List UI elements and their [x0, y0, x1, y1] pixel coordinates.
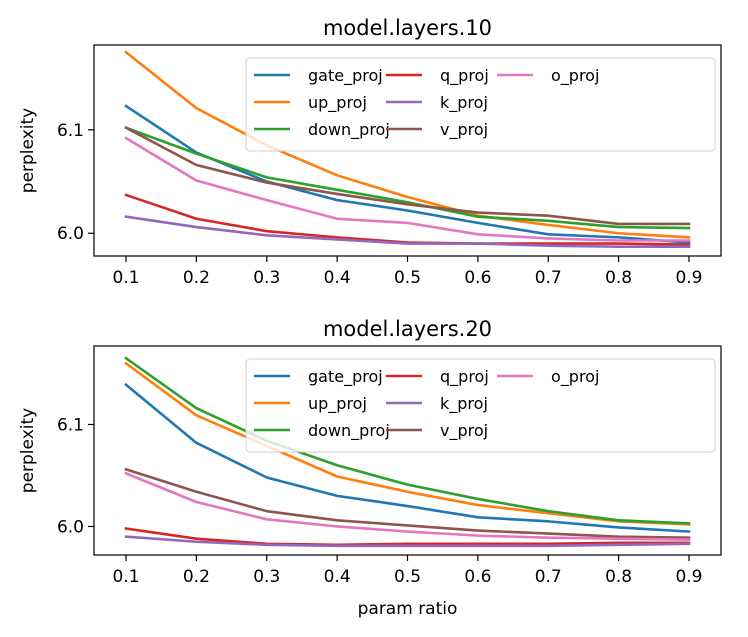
legend-label-up_proj: up_proj — [308, 93, 367, 113]
subplot-2: model.layers.20 0.1 0.2 0.3 0.4 0.5 0.6 0.7 0.8 0… — [18, 317, 722, 619]
subplot-title: model.layers.10 — [323, 16, 492, 40]
series-line-k_proj — [124, 535, 691, 548]
x-tick-label: 0.4 — [324, 268, 351, 288]
legend: gate_proj up_proj down_proj q_proj k_proj v_p… — [245, 57, 716, 152]
series-line-v_proj — [124, 125, 691, 226]
x-tick-label: 0.1 — [112, 567, 139, 587]
y-axis-label: perplexity — [18, 108, 38, 193]
series-line-up_proj — [124, 50, 691, 239]
subplot-1: model.layers.10 0.1 0.2 0.3 0.4 0.5 0.6 0.7 0.8 0… — [18, 16, 722, 288]
x-tick-label: 0.9 — [675, 567, 702, 587]
legend-label-gate_proj: gate_proj — [308, 367, 383, 387]
series-line-k_proj — [124, 215, 691, 248]
series-line-q_proj — [124, 527, 691, 547]
legend-label-o_proj: o_proj — [551, 367, 599, 387]
y-axis-label: perplexity — [18, 408, 38, 493]
x-tick-label: 0.5 — [394, 567, 421, 587]
legend-label-down_proj: down_proj — [308, 421, 390, 441]
x-tick-label: 0.4 — [324, 567, 351, 587]
x-tick-label: 0.6 — [464, 268, 491, 288]
series-line-up_proj — [124, 361, 691, 526]
x-tick-label: 0.7 — [535, 567, 562, 587]
x-tick-label: 0.3 — [253, 567, 280, 587]
series-line-down_proj — [124, 356, 691, 525]
legend-label-v_proj: v_proj — [440, 421, 488, 441]
x-tick-label: 0.8 — [605, 567, 632, 587]
x-tick-label: 0.6 — [464, 567, 491, 587]
x-tick-label: 0.2 — [183, 268, 210, 288]
legend-box — [245, 57, 716, 152]
legend: gate_proj up_proj down_proj q_proj k_proj v_p… — [245, 358, 716, 453]
x-tick-label: 0.8 — [605, 268, 632, 288]
x-tick-label: 0.9 — [675, 268, 702, 288]
legend-label-gate_proj: gate_proj — [308, 66, 383, 86]
series-line-o_proj — [124, 136, 691, 242]
legend-box — [245, 358, 716, 453]
legend-label-k_proj: k_proj — [440, 93, 488, 113]
y-tick-label: 6.0 — [57, 224, 84, 244]
series-line-down_proj — [124, 126, 691, 230]
legend-label-up_proj: up_proj — [308, 394, 367, 414]
x-tick-label: 0.5 — [394, 268, 421, 288]
y-tick-label: 6.1 — [57, 121, 84, 141]
subplot-title: model.layers.20 — [323, 317, 492, 341]
legend-label-o_proj: o_proj — [551, 66, 599, 86]
x-tick-label: 0.1 — [112, 268, 139, 288]
x-tick-label: 0.7 — [535, 268, 562, 288]
x-tick-label: 0.3 — [253, 268, 280, 288]
y-tick-label: 6.0 — [57, 517, 84, 537]
legend-label-q_proj: q_proj — [440, 367, 489, 387]
series-line-o_proj — [124, 471, 691, 542]
legend-label-v_proj: v_proj — [440, 120, 488, 140]
legend-label-k_proj: k_proj — [440, 394, 488, 414]
x-axis-label: param ratio — [358, 599, 458, 619]
y-tick-label: 6.1 — [57, 416, 84, 436]
x-tick-label: 0.2 — [183, 567, 210, 587]
legend-label-down_proj: down_proj — [308, 120, 390, 140]
legend-label-q_proj: q_proj — [440, 66, 489, 86]
series-line-v_proj — [124, 467, 691, 539]
series-line-gate_proj — [124, 382, 691, 533]
